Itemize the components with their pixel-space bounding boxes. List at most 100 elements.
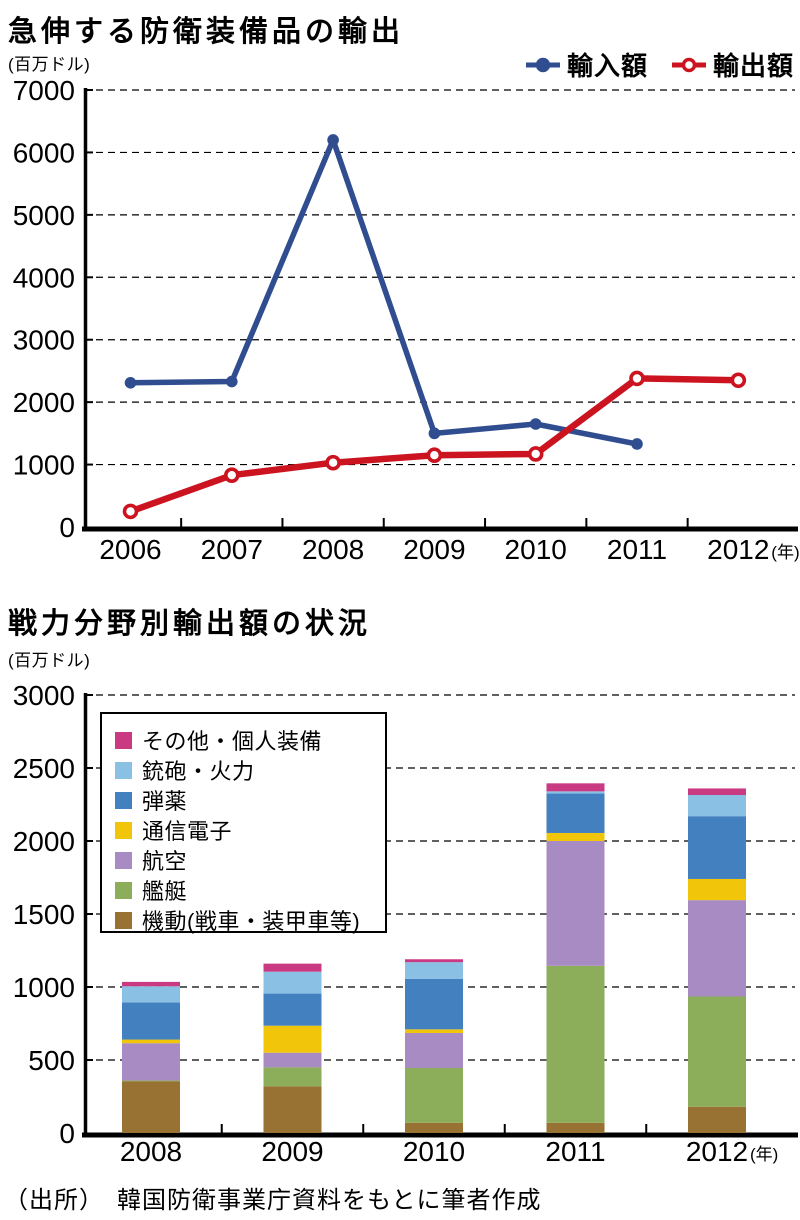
x-axis-year-label: 2010 [505, 534, 567, 565]
bar-segment-その他・個人装備-2011 [546, 783, 605, 792]
legend-swatch-icon [115, 881, 132, 899]
data-point-輸出額 [426, 447, 443, 464]
legend-label: 通信電子 [142, 819, 233, 844]
x-axis-year-label: 2008 [302, 534, 364, 565]
bar-segment-航空-2009 [263, 1052, 322, 1068]
bar-segment-その他・個人装備-2010 [405, 959, 463, 963]
bar-segment-通信電子-2009 [263, 1025, 322, 1053]
x-axis-year-label: 2010 [403, 1136, 465, 1167]
line-series-輸出額 [129, 375, 739, 515]
x-axis-year-label: 2008 [120, 1136, 182, 1167]
bar-segment-航空-2012 [688, 900, 746, 997]
y-axis-label: 5000 [13, 200, 75, 231]
legend-swatch-icon [115, 731, 132, 749]
legend-swatch-icon [115, 821, 132, 839]
legend-label: その他・個人装備 [142, 729, 323, 754]
legend-label: 輸出額 [712, 51, 794, 81]
legend-item-機動(戦車・装甲車等): 機動(戦車・装甲車等) [115, 905, 385, 935]
data-point-輸入額 [631, 438, 643, 450]
bar-segment-艦艇-2012 [688, 996, 746, 1107]
legend-item-弾薬: 弾薬 [115, 785, 385, 815]
y-axis-label: 500 [28, 1045, 75, 1076]
data-point-輸入額 [327, 134, 339, 146]
bar-segment-銃砲・火力-2010 [405, 962, 463, 979]
bar-segment-艦艇-2011 [546, 965, 605, 1123]
legend-item-航空: 航空 [115, 845, 385, 875]
y-axis-label: 0 [59, 512, 75, 543]
legend-item-通信電子: 通信電子 [115, 815, 385, 845]
data-point-輸出額 [122, 503, 139, 520]
bar-chart-legend: その他・個人装備 銃砲・火力 弾薬通信電子航空艦艇機動(戦車・装甲車等) [100, 712, 387, 935]
bar-segment-機動(戦車・装甲車等)-2010 [405, 1122, 463, 1133]
data-point-輸入額 [124, 376, 137, 389]
bar-chart-unit-label: (百万ドル) [8, 651, 91, 670]
y-axis-label: 3000 [13, 680, 75, 711]
legend-swatch-icon [115, 851, 132, 869]
x-axis-year-label: 2009 [261, 1136, 323, 1167]
legend-label: 航空 [142, 849, 188, 874]
line-chart-legend: 輸入額 輸出額 [525, 46, 794, 83]
bar-segment-通信電子-2011 [546, 832, 605, 841]
x-axis-year-unit: (年) [750, 1145, 778, 1164]
x-axis-year-label: 2011 [607, 534, 667, 565]
legend-swatch-icon [115, 911, 132, 929]
bar-segment-弾薬-2008 [122, 1002, 180, 1040]
bar-segment-通信電子-2010 [405, 1029, 463, 1033]
bar-segment-弾薬-2010 [405, 978, 463, 1030]
bar-segment-艦艇-2010 [405, 1068, 463, 1123]
legend-label: 輸入額 [566, 51, 648, 81]
bar-segment-銃砲・火力-2009 [263, 971, 322, 994]
y-axis-label: 2500 [13, 753, 75, 784]
y-axis-label: 6000 [13, 137, 75, 168]
data-point-輸入額 [428, 427, 441, 440]
bar-chart-title: 戦力分野別輸出額の状況 [8, 608, 372, 640]
open-circle-line-marker-icon [671, 57, 706, 72]
y-axis-label: 4000 [13, 262, 75, 293]
bar-segment-機動(戦車・装甲車等)-2008 [122, 1081, 180, 1133]
x-axis-year-unit: (年) [771, 543, 799, 562]
bar-segment-銃砲・火力-2011 [546, 791, 605, 794]
y-axis-label: 0 [59, 1118, 75, 1149]
y-axis-label: 1000 [13, 450, 75, 481]
data-point-輸出額 [325, 454, 341, 471]
bar-segment-銃砲・火力-2008 [122, 986, 180, 1003]
x-axis-year-label: 2009 [403, 534, 465, 565]
legend-item-輸入額: 輸入額 [525, 46, 648, 83]
x-axis-year-label: 2006 [99, 534, 161, 565]
legend-item-艦艇: 艦艇 [115, 875, 385, 905]
data-point-輸出額 [527, 446, 544, 462]
bar-segment-機動(戦車・装甲車等)-2011 [546, 1122, 605, 1133]
data-point-輸出額 [730, 372, 747, 389]
x-axis-year-label: 2012 [707, 534, 769, 565]
bar-segment-航空-2010 [405, 1032, 463, 1069]
data-point-輸入額 [226, 375, 238, 388]
data-point-輸出額 [629, 370, 645, 387]
legend-label: 機動(戦車・装甲車等) [142, 909, 361, 934]
bar-segment-弾薬-2012 [688, 816, 746, 879]
bar-segment-その他・個人装備-2012 [688, 788, 746, 796]
bar-segment-艦艇-2008 [122, 1080, 180, 1082]
line-chart-unit-label: (百万ドル) [8, 55, 91, 74]
legend-swatch-icon [115, 761, 132, 779]
line-series-輸入額 [130, 137, 638, 447]
legend-label: 艦艇 [142, 879, 188, 904]
line-chart-title: 急伸する防衛装備品の輸出 [8, 16, 405, 48]
source-note: （出所） 韓国防衛事業庁資料をもとに筆者作成 [4, 1188, 542, 1214]
legend-label: 銃砲・火力 [142, 759, 255, 784]
data-point-輸入額 [529, 418, 542, 430]
bar-segment-航空-2011 [546, 841, 605, 966]
legend-item-銃砲・火力: 銃砲・火力 [115, 755, 385, 785]
x-axis-year-label: 2012 [686, 1136, 748, 1167]
bar-segment-その他・個人装備-2009 [263, 963, 322, 972]
y-axis-label: 2000 [13, 387, 75, 418]
x-axis-year-label: 2011 [545, 1136, 605, 1167]
legend-swatch-icon [115, 791, 132, 809]
y-axis-label: 1000 [13, 972, 75, 1003]
legend-item-輸出額: 輸出額 [671, 46, 794, 83]
bar-segment-機動(戦車・装甲車等)-2012 [688, 1106, 746, 1133]
x-axis-year-label: 2007 [201, 534, 263, 565]
y-axis-label: 2000 [13, 826, 75, 857]
legend-item-その他・個人装備: その他・個人装備 [115, 725, 385, 755]
